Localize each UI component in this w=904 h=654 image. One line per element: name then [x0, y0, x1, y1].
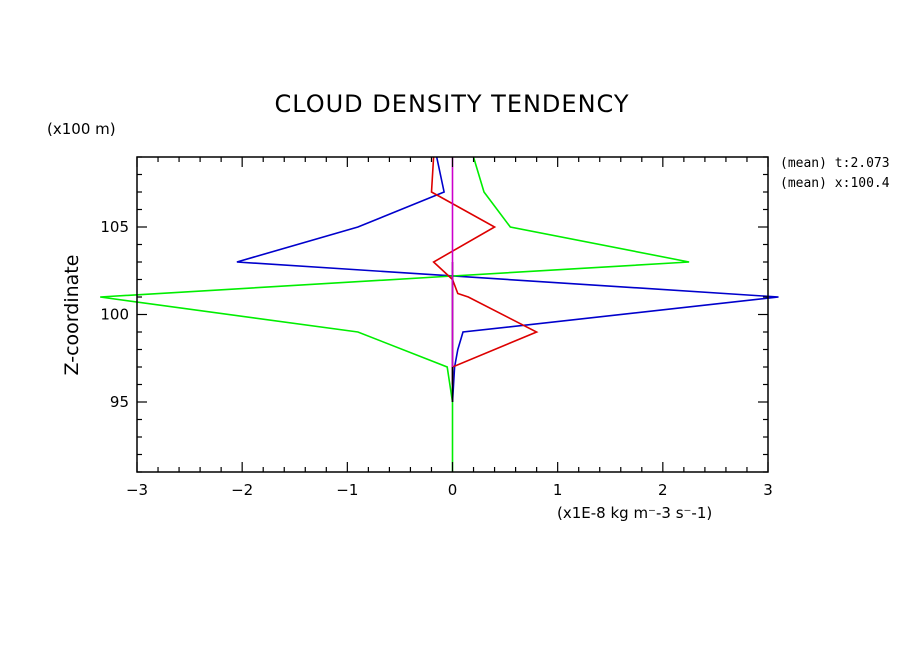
series-layer: [100, 156, 779, 472]
y-tick-label: 105: [100, 218, 129, 236]
series-line-1: [236, 156, 779, 403]
x-tick-label: 1: [553, 481, 563, 499]
x-tick-label: −3: [126, 481, 148, 499]
annotation-mean-x: (mean) x:100.4: [780, 176, 890, 191]
y-unit-label: (x100 m): [47, 120, 116, 138]
chart-title: CLOUD DENSITY TENDENCY: [274, 90, 629, 118]
y-axis-label: Z-coordinate: [61, 255, 83, 376]
series-line-2: [100, 156, 690, 472]
ticks-layer: −3 −2 −1 0 1 2 3 95 100 105: [100, 156, 773, 499]
annotation-mean-t: (mean) t:2.073: [780, 156, 890, 171]
x-tick-label: −2: [231, 481, 253, 499]
y-tick-label: 100: [100, 306, 129, 324]
plot-frame: [136, 156, 769, 473]
x-tick-label: −1: [336, 481, 358, 499]
x-axis-label: (x1E-8 kg m⁻-3 s⁻-1): [557, 504, 712, 522]
y-tick-label: 95: [110, 393, 129, 411]
series-line-3: [430, 156, 539, 385]
x-tick-label: 2: [658, 481, 668, 499]
x-tick-label: 0: [448, 481, 458, 499]
x-tick-label: 3: [763, 481, 773, 499]
